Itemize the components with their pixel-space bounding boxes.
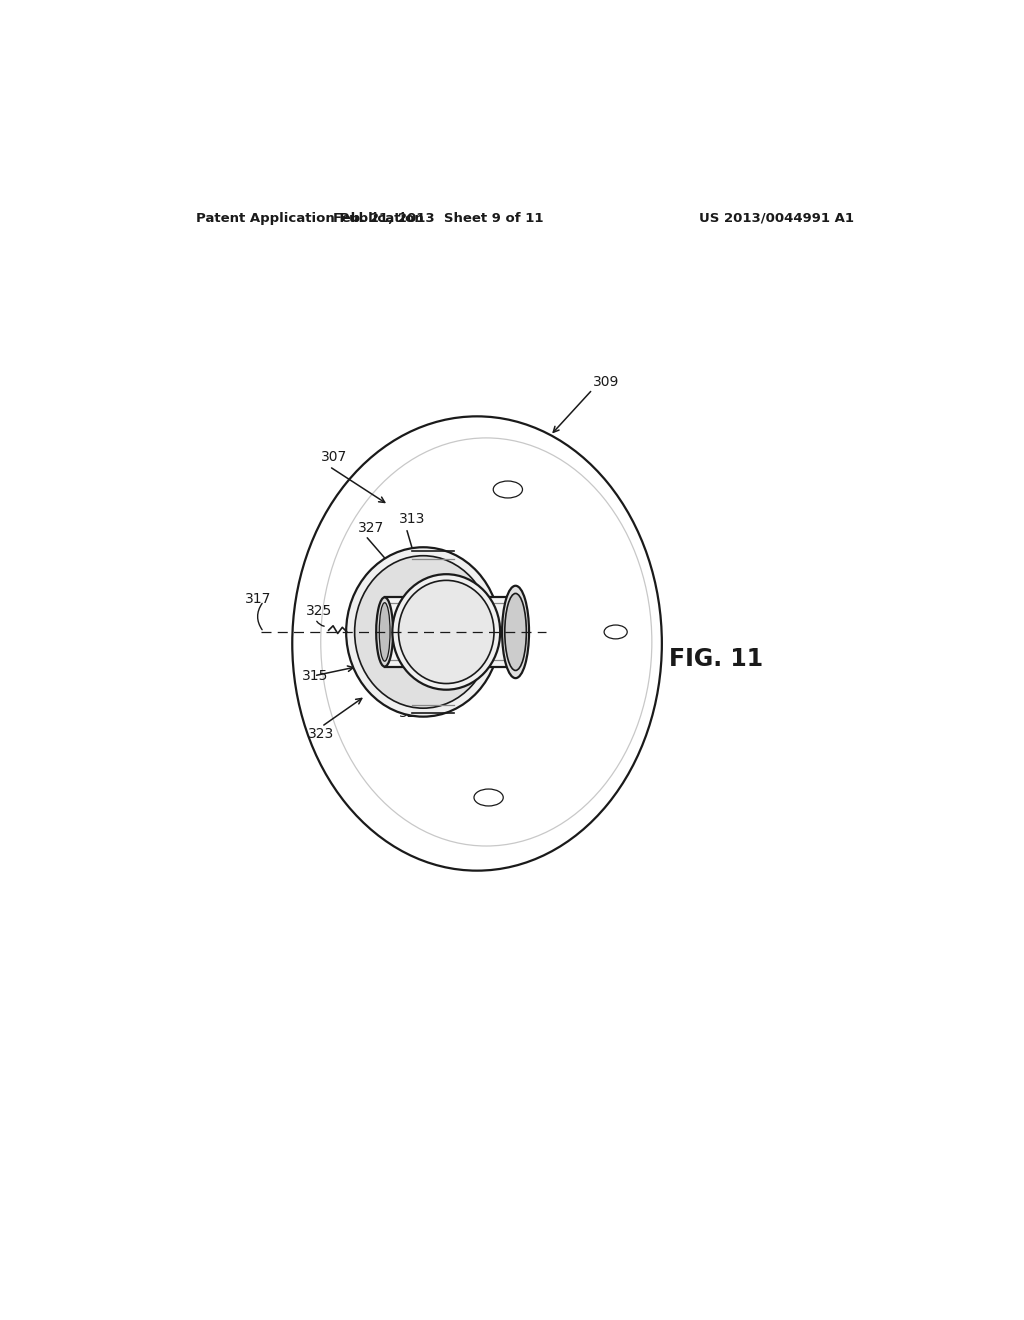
Ellipse shape — [502, 586, 529, 678]
Ellipse shape — [505, 594, 526, 671]
Ellipse shape — [354, 556, 492, 708]
Text: 323: 323 — [307, 727, 334, 742]
Ellipse shape — [398, 581, 494, 684]
Text: Feb. 21, 2013  Sheet 9 of 11: Feb. 21, 2013 Sheet 9 of 11 — [333, 213, 544, 224]
Text: 307: 307 — [321, 450, 347, 465]
Text: Patent Application Publication: Patent Application Publication — [196, 213, 424, 224]
Bar — [385, 597, 515, 667]
Text: FIG. 11: FIG. 11 — [669, 647, 763, 671]
Ellipse shape — [376, 597, 393, 667]
Text: 319: 319 — [444, 659, 471, 672]
Text: 313: 313 — [398, 512, 425, 525]
Ellipse shape — [346, 548, 500, 717]
Text: 309: 309 — [593, 375, 618, 388]
Ellipse shape — [379, 603, 390, 661]
Text: 317: 317 — [245, 591, 271, 606]
Ellipse shape — [392, 574, 500, 689]
Text: 325: 325 — [306, 605, 333, 618]
Text: 321: 321 — [398, 706, 425, 719]
Text: 315: 315 — [301, 669, 328, 682]
Text: 327: 327 — [357, 521, 384, 535]
Text: US 2013/0044991 A1: US 2013/0044991 A1 — [699, 213, 854, 224]
